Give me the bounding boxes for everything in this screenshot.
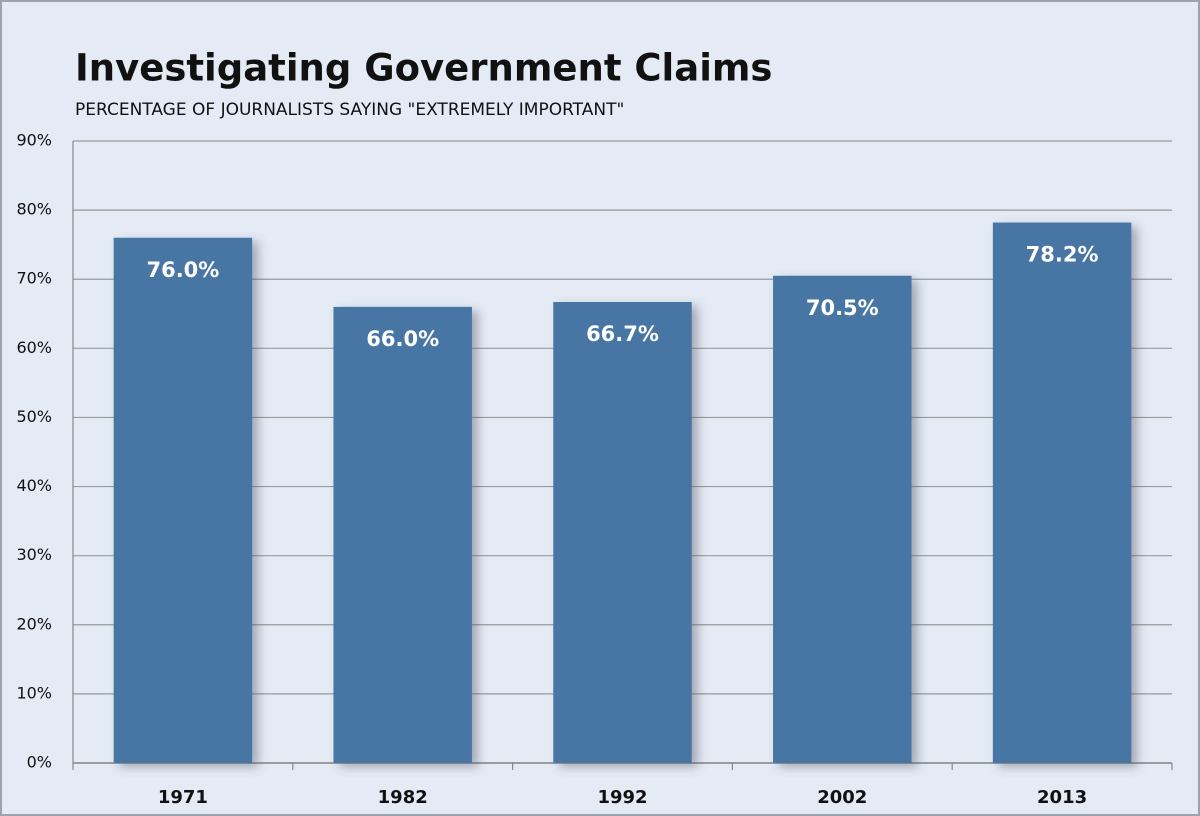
y-tick-label: 40% [16, 476, 52, 495]
x-tick-label: 2002 [817, 787, 867, 808]
bar [333, 306, 472, 763]
y-tick-label: 60% [16, 338, 52, 357]
bar [113, 237, 253, 763]
bar [992, 222, 1132, 763]
x-tick-label: 1971 [158, 787, 208, 808]
value-label: 76.0% [146, 258, 219, 282]
y-tick-label: 70% [16, 269, 52, 288]
chart-title: Investigating Government Claims [75, 47, 772, 90]
y-tick-label: 30% [16, 545, 52, 564]
value-label: 66.7% [586, 322, 659, 346]
y-tick-label: 90% [16, 131, 52, 150]
value-label: 78.2% [1026, 243, 1099, 267]
x-tick-label: 2013 [1037, 787, 1087, 808]
x-tick-label: 1992 [597, 787, 647, 808]
value-label: 66.0% [366, 327, 439, 351]
y-tick-label: 20% [16, 614, 52, 633]
value-label: 70.5% [806, 296, 879, 320]
y-tick-label: 50% [16, 407, 52, 426]
y-tick-label: 0% [27, 753, 52, 772]
bar [553, 302, 692, 763]
y-tick-label: 80% [16, 200, 52, 219]
x-tick-label: 1982 [378, 787, 428, 808]
bar [773, 275, 912, 763]
chart-subtitle: PERCENTAGE OF JOURNALISTS SAYING "EXTREM… [75, 100, 624, 120]
y-tick-label: 10% [16, 683, 52, 702]
